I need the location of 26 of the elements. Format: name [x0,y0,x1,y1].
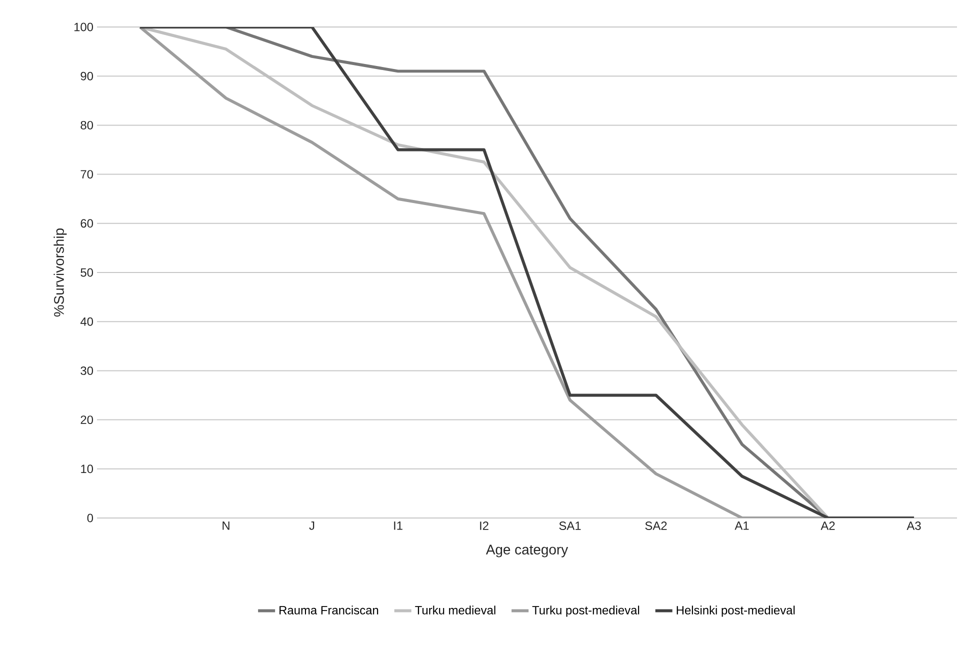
legend-label: Turku post-medieval [532,606,640,617]
legend-label: Rauma Franciscan [280,606,378,614]
y-axis-title: %Survivorship [54,228,67,317]
y-tick-label: 90 [80,72,94,80]
legend-label: Turku medieval [415,606,496,614]
x-tick-label: I1 [394,522,402,530]
y-tick-label: 10 [81,464,94,474]
legend-label: Helsinki post-medieval [676,606,795,617]
x-tick-label: A1 [734,522,749,530]
y-tick-label: 60 [80,219,94,228]
y-tick-label: 40 [80,317,94,326]
x-axis-title: Age category [486,544,568,558]
x-tick-label: I2 [480,522,488,530]
y-tick-label: 0 [87,514,94,522]
y-tick-label: 70 [80,170,94,179]
x-tick-label: SA2 [645,522,667,530]
x-tick-label: SA1 [559,522,581,530]
x-tick-label: A2 [820,522,835,530]
x-tick-label: J [309,522,314,530]
x-tick-label: A3 [906,522,921,530]
y-tick-label: 80 [80,120,94,130]
y-tick-label: 20 [80,416,94,424]
y-tick-label: 50 [80,268,94,277]
y-tick-label: 30 [80,366,94,375]
y-tick-label: 100 [74,22,94,32]
x-tick-label: N [222,522,230,530]
